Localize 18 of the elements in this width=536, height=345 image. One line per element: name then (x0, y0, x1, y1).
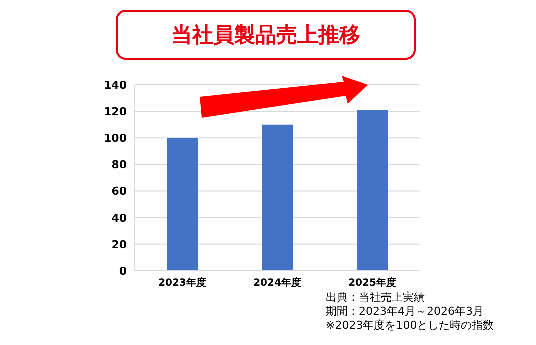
y-tick-label: 80 (112, 158, 128, 172)
x-tick-label: 2023年度 (158, 277, 206, 290)
bar (167, 138, 198, 271)
source-note: 出典：当社売上実績 (326, 291, 426, 305)
y-tick-label: 40 (112, 212, 128, 225)
text: ※2023年度を100とした時の指数 (326, 319, 494, 333)
y-tick-label: 60 (112, 185, 128, 198)
y-tick-label: 100 (104, 132, 128, 146)
chart-title: 当社員製品売上推移 (116, 10, 416, 60)
x-tick-label: 2025年度 (348, 277, 396, 290)
x-tick-label: 2024年度 (254, 277, 302, 290)
bar (262, 124, 293, 271)
y-tick-label: 0 (119, 264, 128, 278)
y-tick-label: 20 (112, 238, 128, 252)
y-tick-label: 140 (104, 78, 128, 92)
text: 期間：2023年4月～2026年3月 (326, 305, 485, 319)
bar (357, 110, 388, 271)
y-tick-label: 120 (104, 105, 128, 118)
